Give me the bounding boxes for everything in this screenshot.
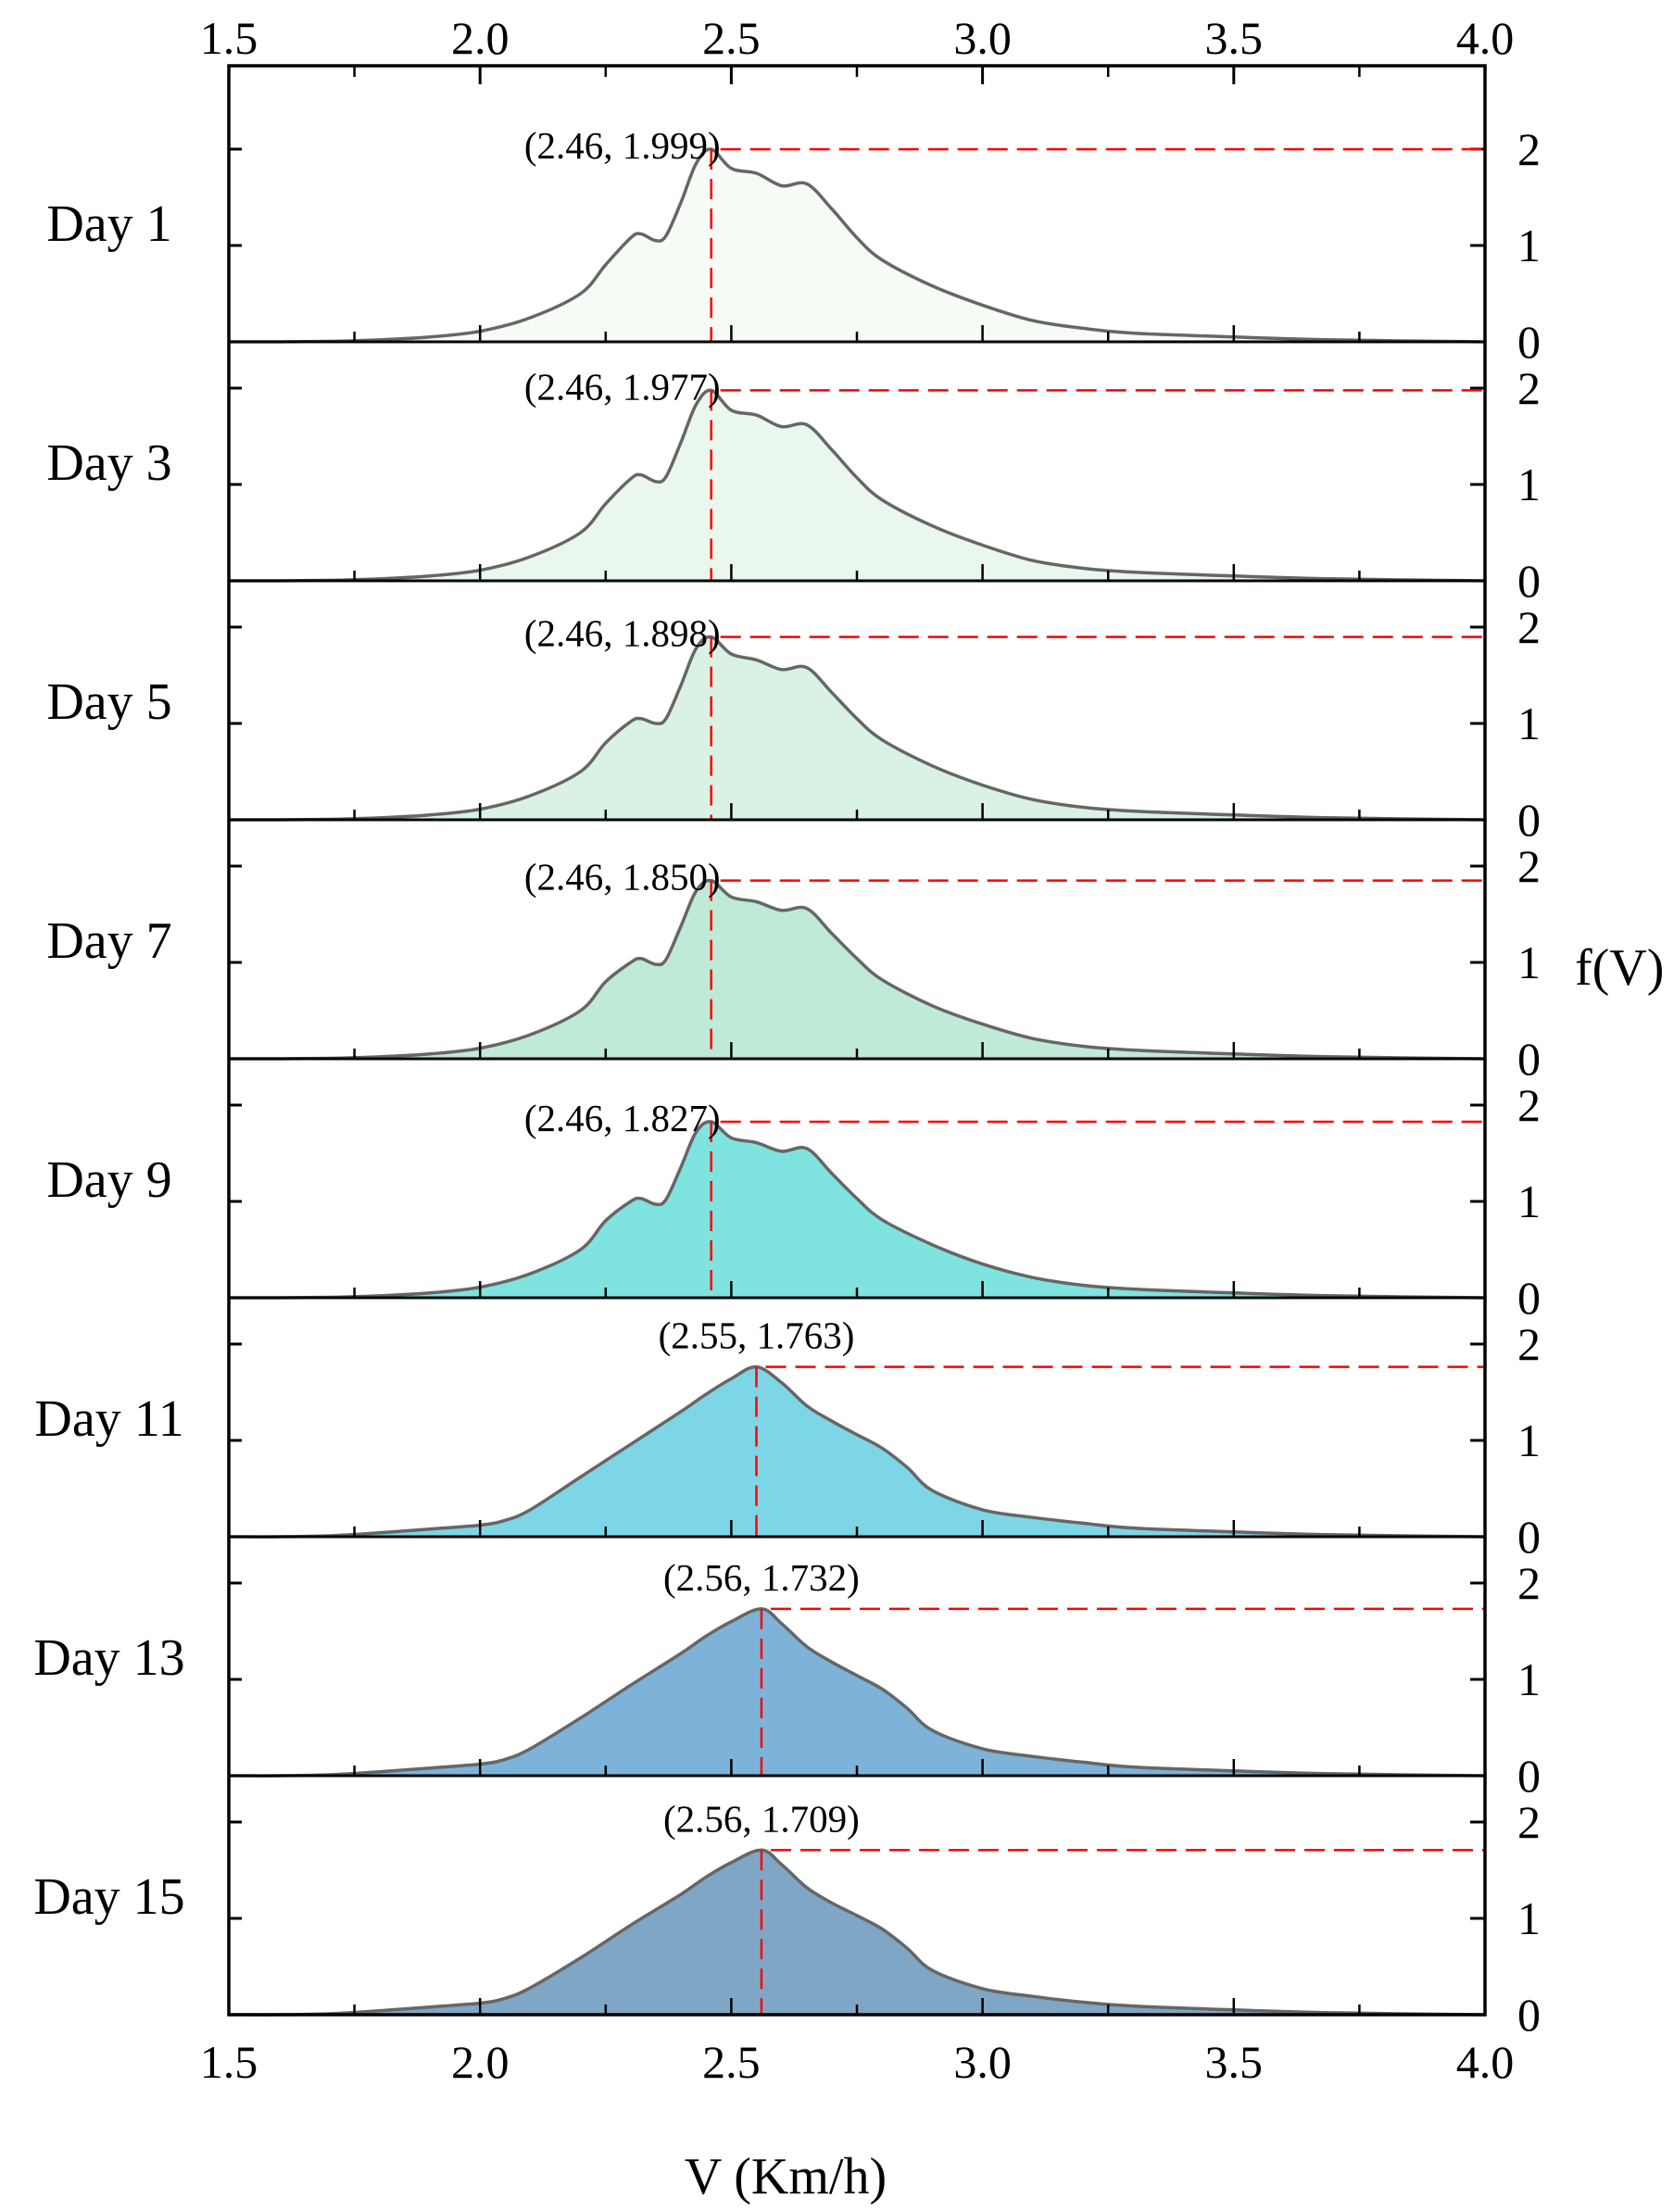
panel-5: 0 1 2 (2.46, 1.827) Day 9	[46, 1079, 1541, 1324]
peak-label: (2.46, 1.977)	[524, 365, 721, 408]
panels-layer: 0 1 2 (2.46, 1.999) Day 1 0 1 2 (2.46, 1.977) Day…	[33, 123, 1541, 2041]
y-tick-label: 2	[1517, 1318, 1541, 1370]
x-tick-label-top: 2.5	[702, 12, 761, 64]
x-tick-label-bottom: 2.5	[702, 2036, 761, 2088]
panel-1: 0 1 2 (2.46, 1.999) Day 1	[46, 123, 1541, 368]
panel-3: 0 1 2 (2.46, 1.898) Day 5	[46, 601, 1541, 846]
day-label: Day 5	[46, 673, 171, 731]
y-tick-label: 1	[1517, 459, 1541, 510]
density-area	[229, 1850, 1485, 2016]
y-tick-label: 2	[1517, 362, 1541, 414]
y-tick-label: 0	[1517, 316, 1541, 368]
density-line	[228, 147, 1486, 344]
x-axis-title: V (Km/h)	[685, 2148, 887, 2206]
y-tick-label: 2	[1517, 1557, 1541, 1609]
y-tick-label: 1	[1517, 1414, 1541, 1466]
y-tick-label: 0	[1517, 1989, 1541, 2041]
y-tick-label: 1	[1517, 1653, 1541, 1705]
panel-8: 0 1 2 (2.56, 1.709) Day 15	[33, 1796, 1541, 2041]
x-tick-label-top: 3.0	[953, 12, 1012, 64]
y-tick-label: 2	[1517, 123, 1541, 175]
x-tick-label-top: 1.5	[200, 12, 258, 64]
density-line	[228, 1607, 1486, 1778]
density-area	[229, 1608, 1485, 1777]
y-tick-label: 1	[1517, 220, 1541, 271]
x-tick-label-bottom: 3.5	[1205, 2036, 1264, 2088]
density-area	[229, 880, 1485, 1060]
density-area	[229, 636, 1485, 821]
peak-label: (2.56, 1.709)	[663, 1797, 860, 1840]
x-tick-label-bottom: 2.0	[451, 2036, 510, 2088]
day-label: Day 7	[46, 912, 171, 970]
day-label: Day 1	[46, 195, 171, 253]
panel-7: 0 1 2 (2.56, 1.732) Day 13	[33, 1556, 1541, 1802]
density-area	[229, 149, 1485, 343]
x-tick-label-top: 3.5	[1205, 12, 1264, 64]
day-label: Day 3	[46, 434, 171, 492]
day-label: Day 11	[34, 1390, 183, 1448]
density-line	[228, 635, 1486, 822]
density-line	[228, 388, 1486, 583]
panel-2: 0 1 2 (2.46, 1.977) Day 3	[46, 362, 1541, 607]
y-tick-label: 0	[1517, 1511, 1541, 1563]
y-tick-label: 1	[1517, 1892, 1541, 1944]
y-tick-label: 0	[1517, 794, 1541, 846]
axes-layer: 1.5 1.5 2.0 2.0 2.5 2.5 3.0 3.0 3.5 3.5 4.0 4.0	[200, 12, 1515, 2088]
y-tick-label: 0	[1517, 555, 1541, 607]
y-axis-title: f(V)	[1575, 939, 1664, 997]
y-tick-label: 1	[1517, 698, 1541, 749]
y-tick-label: 0	[1517, 1272, 1541, 1324]
y-tick-label: 2	[1517, 1079, 1541, 1131]
peak-label: (2.55, 1.763)	[659, 1314, 855, 1357]
density-line	[228, 1364, 1486, 1539]
peak-label: (2.46, 1.898)	[524, 612, 721, 655]
y-tick-label: 0	[1517, 1033, 1541, 1085]
y-tick-label: 1	[1517, 936, 1541, 988]
day-label: Day 15	[33, 1868, 184, 1926]
density-line	[228, 1848, 1486, 2017]
x-tick-label-top: 4.0	[1456, 12, 1515, 64]
x-tick-label-bottom: 4.0	[1456, 2036, 1515, 2088]
peak-label: (2.56, 1.732)	[663, 1556, 860, 1599]
panel-4: 0 1 2 (2.46, 1.850) Day 7	[46, 840, 1541, 1085]
x-tick-label-top: 2.0	[451, 12, 510, 64]
panel-6: 0 1 2 (2.55, 1.763) Day 11	[34, 1314, 1541, 1563]
y-tick-label: 2	[1517, 840, 1541, 892]
day-label: Day 13	[33, 1629, 184, 1687]
y-tick-label: 0	[1517, 1750, 1541, 1802]
density-line	[228, 1120, 1486, 1300]
peak-label: (2.46, 1.850)	[524, 856, 721, 899]
y-tick-label: 2	[1517, 601, 1541, 653]
density-area	[229, 1366, 1485, 1538]
x-tick-label-bottom: 1.5	[200, 2036, 258, 2088]
density-area	[229, 390, 1485, 582]
y-tick-label: 2	[1517, 1796, 1541, 1848]
x-tick-label-bottom: 3.0	[953, 2036, 1012, 2088]
peak-label: (2.46, 1.827)	[524, 1097, 721, 1139]
day-label: Day 9	[46, 1151, 171, 1209]
density-area	[229, 1121, 1485, 1299]
y-tick-label: 1	[1517, 1175, 1541, 1227]
density-line	[228, 878, 1486, 1061]
peak-label: (2.46, 1.999)	[524, 124, 721, 167]
